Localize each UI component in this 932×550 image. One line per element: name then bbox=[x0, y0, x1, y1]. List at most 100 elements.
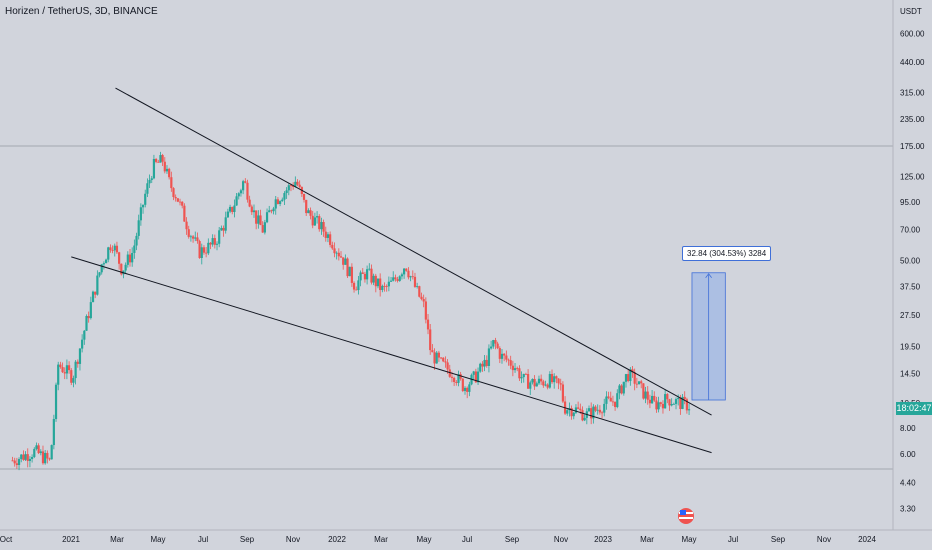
candle-body bbox=[620, 385, 623, 394]
candle-body bbox=[189, 236, 193, 238]
candle-body bbox=[261, 225, 264, 233]
time-tick-label: Sep bbox=[240, 535, 255, 544]
time-tick-label: Nov bbox=[286, 535, 300, 544]
axes: USDT 600.00 440.00 315.00 235.00 175.00 125.00… bbox=[0, 7, 925, 544]
candle-body bbox=[33, 448, 36, 457]
candle-body bbox=[67, 365, 71, 371]
candle-body bbox=[126, 254, 129, 265]
candle-body bbox=[500, 353, 504, 359]
candle-body bbox=[531, 378, 534, 383]
candle-body bbox=[481, 363, 484, 367]
candle-body bbox=[350, 266, 353, 283]
candle-body bbox=[416, 286, 419, 287]
candle-body bbox=[618, 385, 621, 394]
candle-body bbox=[237, 193, 240, 197]
time-tick-label: Mar bbox=[640, 535, 654, 544]
candle-body bbox=[220, 227, 223, 231]
candle-body bbox=[283, 193, 286, 200]
candle-body bbox=[235, 196, 238, 206]
measure-arrow-head bbox=[705, 273, 712, 279]
candle-body bbox=[442, 357, 445, 362]
candle-body bbox=[313, 217, 317, 226]
candle-body bbox=[74, 361, 77, 379]
candle-body bbox=[453, 377, 456, 382]
candle-body bbox=[59, 364, 62, 368]
candle-body bbox=[196, 237, 199, 242]
candle-body bbox=[664, 394, 667, 409]
candle-body bbox=[263, 222, 266, 233]
time-tick-label: Mar bbox=[374, 535, 388, 544]
candle-body bbox=[57, 364, 60, 385]
candle-body bbox=[348, 266, 351, 277]
candle-body bbox=[490, 346, 493, 349]
candle-body bbox=[174, 197, 177, 199]
candle-body bbox=[479, 363, 482, 372]
candle-body bbox=[542, 381, 545, 386]
candle-body bbox=[168, 168, 171, 178]
candle-body bbox=[322, 222, 325, 232]
candle-body bbox=[544, 384, 547, 386]
candle-body bbox=[677, 397, 680, 400]
candle-body bbox=[581, 410, 584, 421]
candle-body bbox=[131, 252, 134, 263]
candle-body bbox=[418, 286, 421, 297]
candle-body bbox=[224, 217, 227, 231]
candle-body bbox=[616, 393, 619, 408]
candle-body bbox=[444, 361, 447, 363]
candle-body bbox=[239, 190, 243, 194]
candle-body bbox=[50, 445, 53, 460]
candle-body bbox=[159, 155, 162, 163]
candle-body bbox=[333, 248, 336, 254]
candle-body bbox=[318, 216, 321, 230]
candle-body bbox=[91, 291, 95, 303]
candle-body bbox=[683, 396, 686, 400]
candle-body bbox=[507, 359, 510, 361]
candle-body bbox=[637, 381, 641, 385]
candle-body bbox=[198, 241, 201, 258]
candle-body bbox=[176, 198, 179, 202]
candle-body bbox=[546, 384, 549, 388]
candle-body bbox=[455, 381, 458, 383]
candle-body bbox=[85, 315, 88, 331]
candle-body bbox=[487, 348, 491, 366]
candle-body bbox=[315, 216, 319, 218]
time-tick-label: May bbox=[681, 535, 696, 544]
candle-body bbox=[600, 412, 604, 414]
candle-body bbox=[548, 373, 551, 388]
price-tick-label: 315.00 bbox=[900, 88, 925, 97]
candle-body bbox=[257, 215, 260, 224]
candle-body bbox=[540, 378, 543, 382]
candle-body bbox=[205, 252, 208, 254]
candle-body bbox=[376, 278, 380, 287]
candle-body bbox=[655, 400, 658, 410]
time-tick-label: Nov bbox=[554, 535, 568, 544]
candle-body bbox=[115, 245, 119, 253]
candle-body bbox=[346, 258, 349, 277]
candle-body bbox=[679, 397, 682, 409]
measure-tool[interactable] bbox=[691, 272, 726, 401]
candle-body bbox=[70, 370, 73, 383]
price-tick-label: 19.50 bbox=[900, 342, 921, 351]
candle-body bbox=[329, 234, 332, 245]
candle-body bbox=[96, 275, 99, 295]
candle-body bbox=[270, 210, 273, 212]
candle-body bbox=[572, 412, 575, 417]
candle-body bbox=[609, 397, 612, 402]
candle-body bbox=[392, 277, 395, 281]
candle-body bbox=[611, 401, 615, 403]
candle-body bbox=[374, 275, 377, 287]
candle-body bbox=[629, 369, 632, 382]
candle-body bbox=[170, 177, 173, 189]
candle-body bbox=[361, 272, 364, 274]
price-tick-label: 8.00 bbox=[900, 424, 916, 433]
candle-body bbox=[259, 215, 262, 226]
candle-body bbox=[148, 180, 151, 184]
candle-body bbox=[574, 407, 578, 413]
candle-body bbox=[411, 276, 414, 278]
candle-body bbox=[185, 221, 188, 230]
candle-body bbox=[631, 369, 634, 373]
candle-body bbox=[614, 401, 617, 408]
candle-body bbox=[100, 264, 103, 273]
candle-body bbox=[231, 206, 234, 212]
